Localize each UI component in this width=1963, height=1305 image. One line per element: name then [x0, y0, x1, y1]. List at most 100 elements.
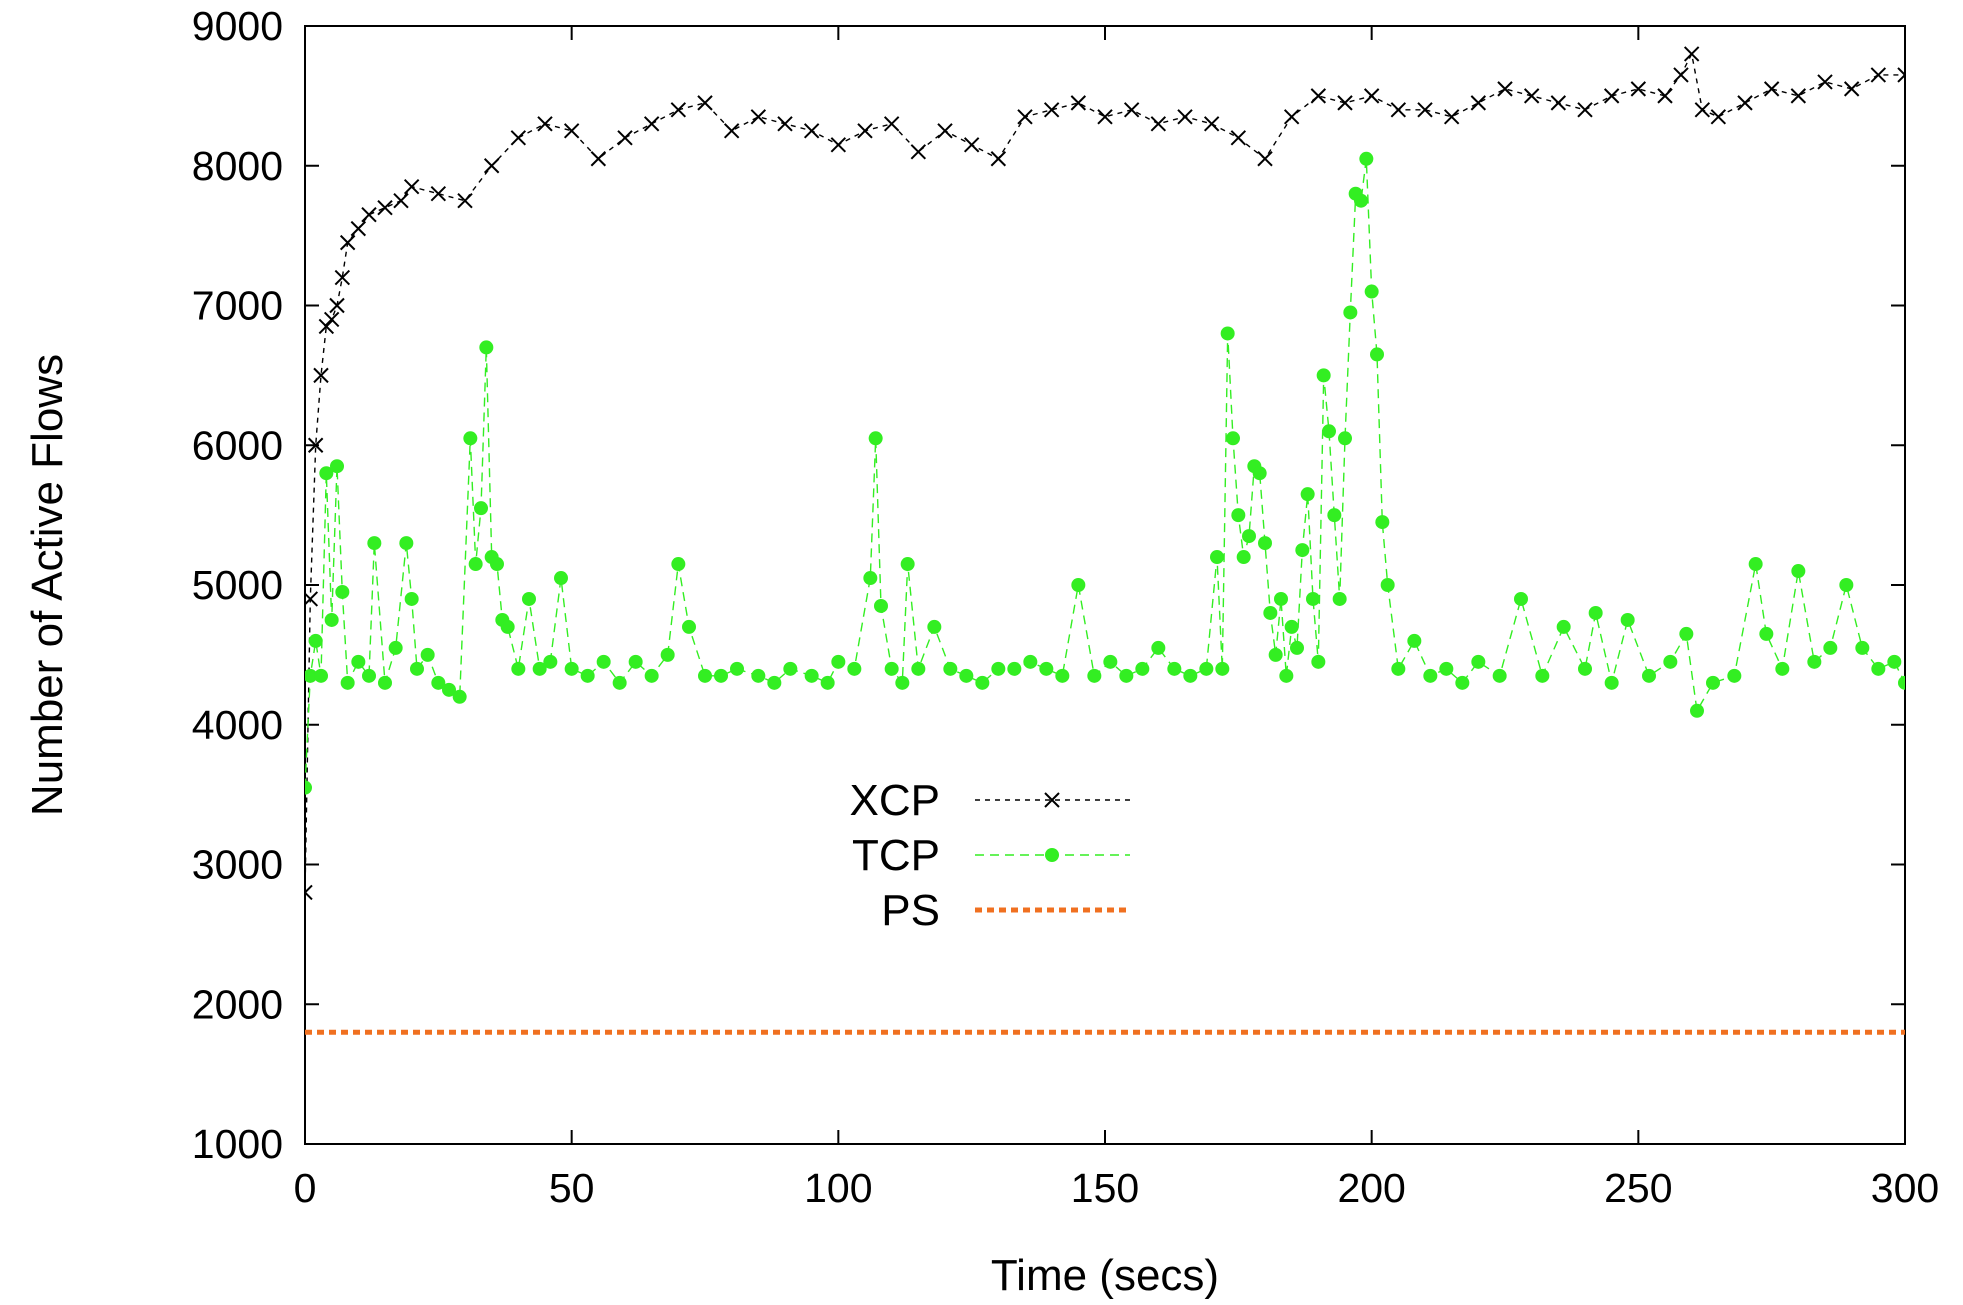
data-point-circle-marker	[511, 661, 526, 676]
data-point-circle-marker	[612, 675, 627, 690]
data-point-circle-marker	[1231, 508, 1246, 523]
data-point-x-marker	[1523, 88, 1540, 104]
x-tick-labels: 0 50 100 150 200 250 300	[294, 1165, 1940, 1211]
series-line	[305, 158, 1905, 788]
data-point-x-marker	[1203, 116, 1220, 132]
data-point-circle-marker	[1887, 654, 1902, 669]
data-point-circle-marker	[367, 536, 382, 551]
data-point-x-marker	[803, 123, 820, 139]
legend-label: PS	[881, 886, 940, 935]
data-point-circle-marker	[1855, 640, 1870, 655]
data-point-x-marker	[830, 137, 847, 153]
series-layer	[305, 46, 1905, 1035]
data-point-x-marker	[1470, 95, 1487, 111]
data-point-x-marker	[1443, 109, 1460, 125]
data-point-x-marker	[1497, 81, 1513, 97]
data-point-x-marker	[1177, 109, 1193, 125]
data-point-circle-marker	[1807, 654, 1822, 669]
y-tick-label: 4000	[192, 702, 283, 748]
data-point-circle-marker	[698, 668, 712, 683]
data-point-x-marker	[857, 123, 873, 139]
data-point-circle-marker	[1300, 487, 1315, 502]
data-point-x-marker	[670, 102, 687, 118]
data-point-circle-marker	[1055, 668, 1070, 683]
x-tick-label: 50	[549, 1165, 595, 1211]
data-point-circle-marker	[442, 682, 456, 697]
data-point-circle-marker	[1578, 661, 1592, 676]
x-tick-label: 100	[804, 1165, 872, 1211]
y-tick-label: 6000	[192, 422, 283, 468]
data-point-circle-marker	[975, 675, 990, 690]
data-point-circle-marker	[751, 668, 766, 683]
data-point-x-marker	[1710, 109, 1727, 125]
x-tick-label: 250	[1604, 1165, 1672, 1211]
data-point-circle-marker	[500, 619, 515, 634]
data-point-circle-marker	[1370, 347, 1384, 362]
data-point-x-marker	[963, 137, 980, 153]
data-point-circle-marker	[1007, 661, 1022, 676]
data-point-circle-marker	[308, 633, 323, 648]
y-tick-label: 1000	[192, 1121, 283, 1167]
x-tick-label: 300	[1871, 1165, 1939, 1211]
y-tick-label: 3000	[192, 842, 283, 888]
series-tcp	[305, 151, 1905, 795]
data-point-circle-marker	[1679, 626, 1694, 641]
data-point-x-marker	[563, 123, 580, 139]
data-point-circle-marker	[1290, 640, 1304, 655]
data-point-x-marker	[883, 116, 900, 132]
data-point-circle-marker	[820, 675, 835, 690]
data-point-circle-marker	[1588, 605, 1603, 620]
data-point-x-marker	[1390, 102, 1407, 118]
data-point-circle-marker	[1375, 515, 1390, 530]
data-point-circle-marker	[1045, 848, 1059, 862]
data-point-x-marker	[430, 185, 447, 202]
data-point-circle-marker	[319, 466, 334, 481]
data-point-circle-marker	[468, 557, 483, 572]
data-point-x-marker	[1870, 67, 1887, 83]
data-point-circle-marker	[543, 654, 558, 669]
data-point-x-marker	[1550, 95, 1567, 111]
data-point-x-marker	[723, 123, 740, 139]
data-point-x-marker	[1737, 95, 1753, 111]
data-point-circle-marker	[831, 654, 846, 669]
data-point-x-marker	[1257, 151, 1273, 167]
data-point-circle-marker	[330, 459, 344, 474]
data-point-x-marker	[307, 437, 324, 453]
data-point-x-marker	[1070, 95, 1087, 111]
data-point-circle-marker	[911, 661, 926, 676]
data-point-x-marker	[323, 311, 340, 328]
data-point-circle-marker	[863, 571, 878, 586]
data-point-circle-marker	[410, 661, 424, 676]
y-tick-label: 8000	[192, 143, 283, 189]
data-point-x-marker	[393, 192, 409, 209]
data-point-circle-marker	[714, 668, 728, 683]
data-point-circle-marker	[463, 431, 478, 446]
data-point-circle-marker	[1274, 591, 1288, 606]
data-point-circle-marker	[1604, 675, 1619, 690]
data-point-circle-marker	[1236, 550, 1251, 565]
data-point-x-marker	[643, 116, 660, 132]
data-point-x-marker	[750, 109, 767, 125]
data-point-circle-marker	[1167, 661, 1182, 676]
data-point-circle-marker	[628, 654, 643, 669]
data-point-x-marker	[1577, 102, 1593, 118]
data-point-circle-marker	[1023, 654, 1038, 669]
data-point-circle-marker	[868, 431, 883, 446]
data-point-circle-marker	[335, 584, 350, 599]
data-point-circle-marker	[1151, 640, 1166, 655]
series-xcp	[305, 46, 1905, 901]
data-point-circle-marker	[1263, 605, 1278, 620]
data-point-circle-marker	[1039, 661, 1054, 676]
data-point-circle-marker	[1407, 633, 1422, 648]
series-line	[305, 51, 1905, 893]
data-point-circle-marker	[1556, 619, 1571, 634]
data-point-circle-marker	[1423, 668, 1438, 683]
data-point-x-marker	[1603, 88, 1620, 104]
legend-item-xcp: XCP	[850, 776, 1130, 825]
data-point-circle-marker	[522, 591, 536, 606]
data-point-circle-marker	[305, 780, 312, 795]
data-point-x-marker	[590, 151, 607, 167]
data-point-circle-marker	[362, 668, 376, 683]
data-point-circle-marker	[895, 675, 910, 690]
data-point-circle-marker	[564, 661, 579, 676]
